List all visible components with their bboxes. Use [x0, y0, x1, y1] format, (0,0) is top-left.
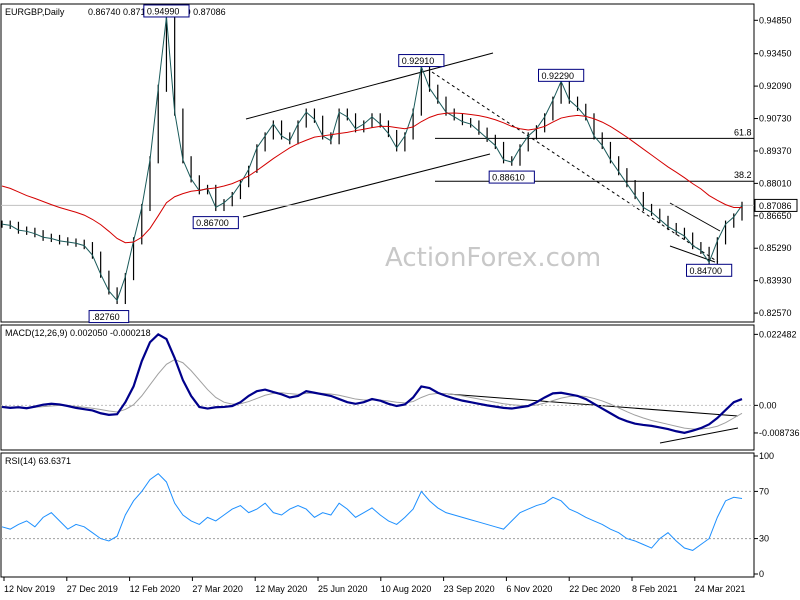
x-tick-5: 25 Jun 2020: [318, 584, 368, 594]
current-price-tag: [754, 198, 798, 212]
price-layer: 61.8 38.2 0.94990 0.92910 0.92290 0.88610 0.86…: [1, 4, 754, 324]
annotation-box-1: [398, 54, 445, 68]
annotation-label-5: 0.84700: [690, 266, 723, 276]
x-tick-4: 12 May 2020: [255, 584, 307, 594]
macd-panel-frame: [0, 324, 755, 451]
macd-support-line: [659, 427, 739, 444]
watermark: ActionForex.com: [385, 243, 601, 273]
x-tick-3: 27 Mar 2020: [192, 584, 243, 594]
symbol-label: EURGBP,Daily: [5, 7, 65, 17]
rsi-layer: [1, 473, 754, 551]
price-tick-3: 0.90730: [759, 114, 792, 124]
annotation-label-0: 0.94990: [147, 6, 180, 16]
price-tick-6: 0.86650: [759, 211, 792, 221]
fib-label-0: 61.8: [734, 127, 752, 137]
annotation-box-4: [192, 216, 239, 230]
x-tick-7: 23 Sep 2020: [444, 584, 495, 594]
price-tick-7: 0.85290: [759, 243, 792, 253]
macd-tick-1: 0.00: [759, 400, 777, 410]
x-tick-0: 12 Nov 2019: [4, 584, 55, 594]
x-tick-1: 27 Dec 2019: [67, 584, 118, 594]
price-panel-frame: [0, 3, 755, 323]
rsi-tick-0: 100: [759, 451, 774, 461]
current-price-value: 0.87086: [759, 201, 792, 211]
annotation-label-3: 0.88610: [492, 173, 525, 183]
fib-label-1: 38.2: [734, 170, 752, 180]
macd-layer: [1, 332, 754, 434]
rsi-panel-frame: [0, 452, 755, 578]
annotation-box-6: [88, 310, 130, 324]
price-tick-1: 0.93450: [759, 49, 792, 59]
x-tick-2: 12 Feb 2020: [130, 584, 181, 594]
annotation-label-6: .82760: [92, 312, 120, 322]
annotation-label-1: 0.92910: [402, 56, 435, 66]
price-tick-4: 0.89370: [759, 146, 792, 156]
price-tick-5: 0.88010: [759, 178, 792, 188]
annotation-box-0: [143, 4, 190, 18]
rsi-tick-2: 30: [759, 534, 769, 544]
price-tick-2: 0.92090: [759, 81, 792, 91]
moving-average-line: [1, 112, 742, 244]
x-tick-8: 6 Nov 2020: [506, 584, 552, 594]
annotation-box-2: [538, 68, 585, 82]
x-tick-9: 22 Dec 2020: [569, 584, 620, 594]
annotation-label-2: 0.92290: [542, 71, 575, 81]
rsi-tick-1: 70: [759, 486, 769, 496]
rsi-tick-3: 0: [759, 569, 764, 579]
x-tick-6: 10 Aug 2020: [381, 584, 432, 594]
channel-upper-line: [245, 52, 494, 120]
channel-lower-line: [242, 153, 491, 218]
price-tick-0: 0.94850: [759, 15, 792, 25]
rsi-line: [1, 473, 743, 551]
macd-tick-2: -0.008736: [759, 428, 800, 438]
macd-tick-0: 0.022482: [759, 329, 797, 339]
wedge-upper-line: [669, 202, 721, 232]
annotation-label-4: 0.86700: [196, 218, 229, 228]
macd-main-line: [1, 332, 743, 434]
x-tick-11: 24 Mar 2021: [695, 584, 746, 594]
macd-label: MACD(12,26,9) 0.002050 -0.000218: [5, 328, 151, 338]
annotation-box-3: [488, 170, 535, 184]
price-tick-8: 0.83930: [759, 276, 792, 286]
price-tick-9: 0.82570: [759, 308, 792, 318]
rsi-label: RSI(14) 63.6371: [5, 456, 71, 466]
annotation-box-5: [686, 263, 733, 277]
axis-layer: 0.94850 0.93450 0.92090 0.90730 0.89370 0.880…: [3, 15, 800, 594]
price-line: [1, 16, 743, 302]
x-tick-10: 8 Feb 2021: [632, 584, 678, 594]
